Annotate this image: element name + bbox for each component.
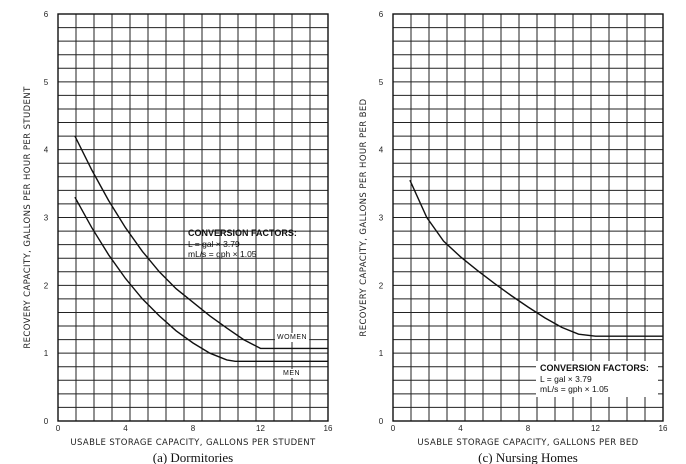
x-tick-label: 8 — [191, 424, 196, 433]
x-tick-label: 16 — [324, 424, 333, 433]
x-axis-label-dormitories: USABLE STORAGE CAPACITY, GALLONS PER STU… — [70, 438, 316, 448]
series-label-background — [275, 333, 310, 342]
series-line-women — [74, 135, 328, 350]
conversion-background-nursing-homes — [536, 361, 658, 397]
caption-dormitories: (a) Dormitories — [153, 450, 234, 464]
curves-dormitories — [74, 135, 328, 362]
plot-frame-dormitories — [57, 13, 329, 422]
series-label-women: WOMEN — [277, 334, 307, 341]
y-tick-label: 3 — [379, 214, 384, 223]
caption-nursing-homes: (c) Nursing Homes — [478, 450, 578, 464]
x-ticks-nursing-homes: 0 4 8 12 16 — [391, 424, 668, 433]
x-tick-label: 0 — [391, 424, 396, 433]
curves-nursing-homes — [409, 179, 663, 337]
conversion-line-1-nursing-homes: L = gal × 3.79 — [540, 374, 592, 384]
y-tick-label: 6 — [44, 10, 49, 19]
x-tick-label: 8 — [526, 424, 531, 433]
y-tick-label: 4 — [44, 146, 49, 155]
y-tick-label: 3 — [44, 214, 49, 223]
x-tick-label: 12 — [591, 424, 600, 433]
y-tick-label: 2 — [44, 281, 49, 290]
series-label-background — [281, 369, 303, 378]
conversion-line-2-nursing-homes: mL/s = gph × 1.05 — [540, 384, 609, 394]
series-label-men: MEN — [283, 370, 300, 377]
y-ticks-nursing-homes: 0 1 2 3 4 5 6 — [379, 10, 384, 426]
series-line-men — [74, 196, 328, 362]
y-tick-label: 4 — [379, 146, 384, 155]
conversion-box-dormitories: CONVERSION FACTORS: L = gal × 3.79 mL/s … — [188, 228, 297, 259]
x-tick-label: 4 — [123, 424, 128, 433]
conversion-title-nursing-homes: CONVERSION FACTORS: — [540, 363, 649, 373]
y-tick-label: 0 — [44, 417, 49, 426]
conversion-title-dormitories: CONVERSION FACTORS: — [188, 228, 297, 238]
y-tick-label: 1 — [379, 349, 384, 358]
y-axis-label-dormitories: RECOVERY CAPACITY, GALLONS PER HOUR PER … — [23, 86, 33, 349]
y-tick-label: 0 — [379, 417, 384, 426]
conversion-line-2-dormitories: mL/s = gph × 1.05 — [188, 249, 257, 259]
y-tick-label: 1 — [44, 349, 49, 358]
y-ticks-dormitories: 0 1 2 3 4 5 6 — [44, 10, 49, 426]
conversion-line-1-dormitories: L = gal × 3.79 — [188, 239, 240, 249]
plot-frame-nursing-homes — [392, 13, 664, 422]
series-line-nursing-homes — [409, 179, 663, 337]
x-tick-label: 16 — [659, 424, 668, 433]
grid-nursing-homes — [393, 14, 663, 421]
y-axis-label-nursing-homes: RECOVERY CAPACITY, GALLONS PER HOUR PER … — [359, 98, 369, 336]
y-tick-label: 6 — [379, 10, 384, 19]
y-tick-label: 2 — [379, 281, 384, 290]
y-tick-label: 5 — [379, 78, 384, 87]
x-axis-label-nursing-homes: USABLE STORAGE CAPACITY, GALLONS PER BED — [417, 438, 638, 448]
y-tick-label: 5 — [44, 78, 49, 87]
conversion-box-nursing-homes: CONVERSION FACTORS: L = gal × 3.79 mL/s … — [536, 361, 658, 397]
grid-dormitories — [58, 14, 328, 421]
x-tick-label: 12 — [256, 424, 265, 433]
x-tick-label: 4 — [458, 424, 463, 433]
x-tick-label: 0 — [56, 424, 61, 433]
x-ticks-dormitories: 0 4 8 12 16 — [56, 424, 333, 433]
